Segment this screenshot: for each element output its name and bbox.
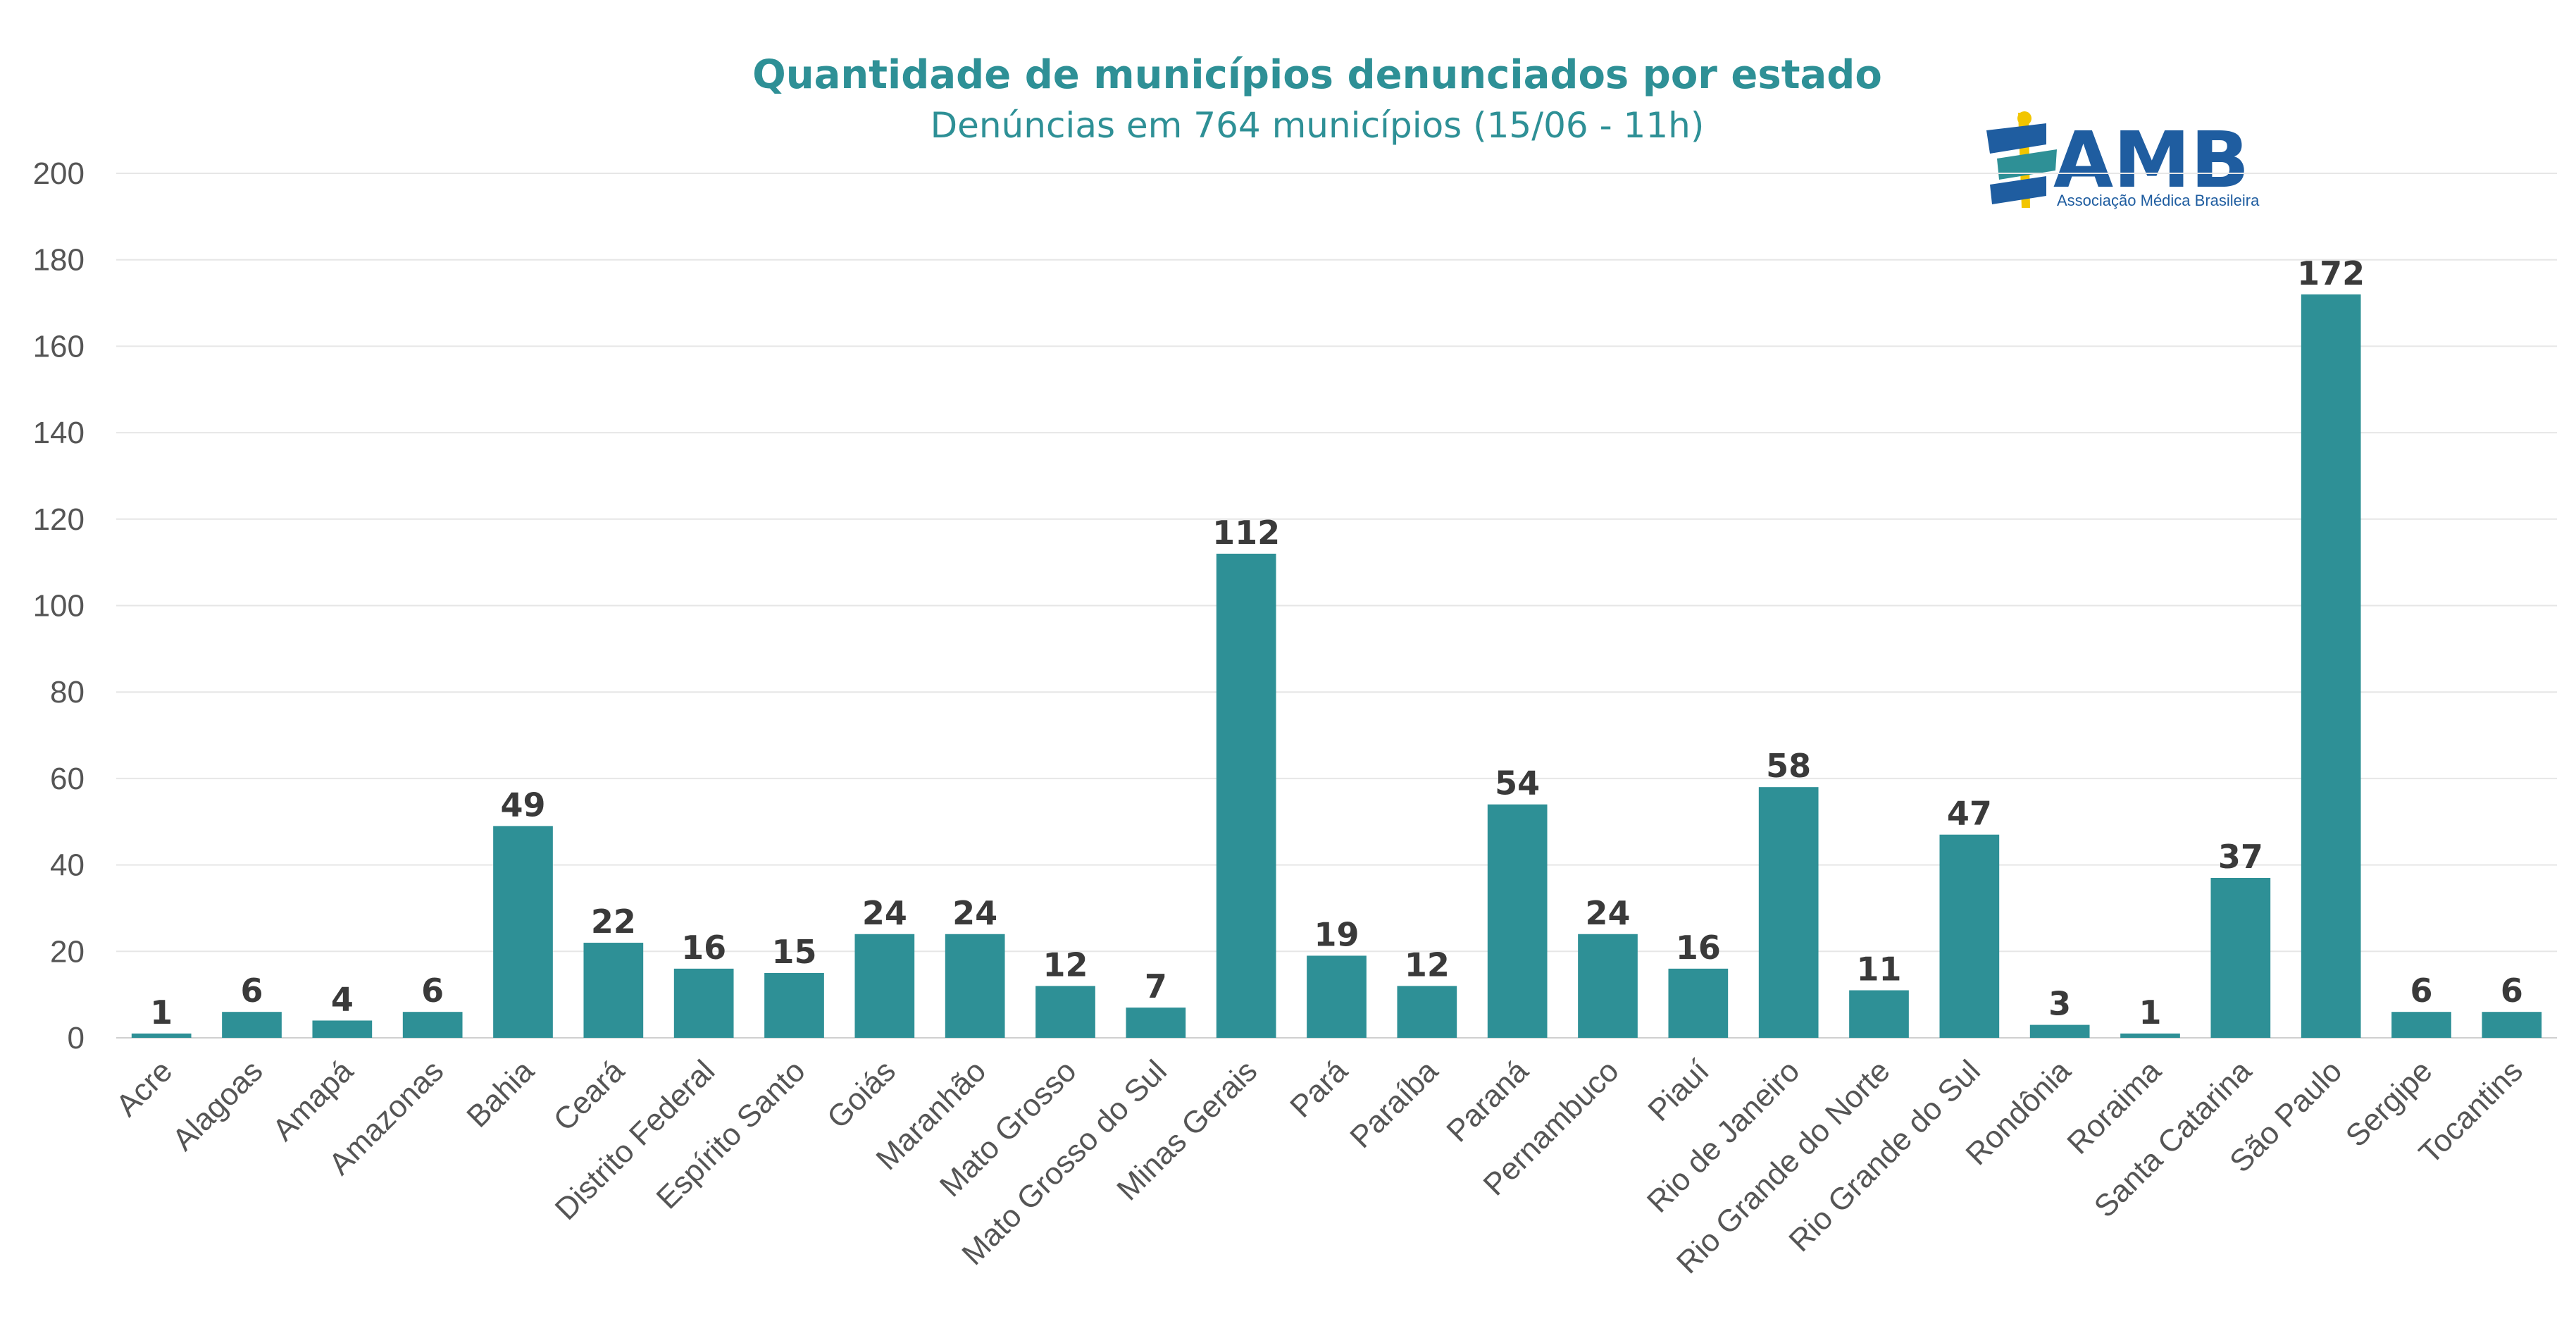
chart-title: Quantidade de municípios denunciados por… <box>752 52 1882 98</box>
y-tick-label: 60 <box>50 762 85 796</box>
bar <box>1849 990 1909 1038</box>
data-label: 11 <box>1856 950 1901 989</box>
y-tick-label: 40 <box>50 848 85 883</box>
y-tick-label: 200 <box>33 156 85 191</box>
y-tick-label: 120 <box>33 502 85 537</box>
x-tick-label: Acre <box>110 1053 180 1123</box>
x-tick-label: Goiás <box>821 1053 902 1135</box>
bar <box>1487 804 1548 1038</box>
bar <box>2391 1012 2451 1038</box>
gridlines <box>116 173 2557 1039</box>
bar <box>1216 553 1276 1038</box>
data-label: 3 <box>2048 985 2071 1023</box>
data-label: 24 <box>1585 894 1630 932</box>
y-tick-label: 100 <box>33 589 85 624</box>
data-label: 37 <box>2218 838 2263 876</box>
data-label: 15 <box>771 933 816 971</box>
y-tick-label: 0 <box>68 1021 85 1055</box>
amb-logo: AMB Associação Médica Brasileira <box>1986 111 2260 209</box>
bar <box>1307 955 1367 1038</box>
data-label: 4 <box>331 980 354 1018</box>
x-tick-label: Distrito Federal <box>549 1053 722 1227</box>
y-tick-label: 140 <box>33 416 85 450</box>
data-label: 172 <box>2297 254 2365 292</box>
caduceus-flag-icon <box>1986 111 2057 208</box>
bar <box>764 972 824 1038</box>
bar <box>2482 1012 2542 1038</box>
data-label: 24 <box>862 894 907 932</box>
y-tick-label: 180 <box>33 243 85 278</box>
data-label: 1 <box>2139 993 2161 1031</box>
bar <box>2029 1024 2090 1038</box>
x-tick-label: Ceará <box>547 1053 632 1138</box>
bar <box>945 934 1005 1038</box>
data-label: 16 <box>1676 929 1721 967</box>
bar <box>1578 934 1638 1038</box>
bar <box>854 934 915 1038</box>
chart-subtitle: Denúncias em 764 municípios (15/06 - 11h… <box>931 105 1705 146</box>
bar <box>312 1020 373 1038</box>
data-label: 58 <box>1766 747 1811 785</box>
data-label: 22 <box>591 903 636 941</box>
bar <box>1126 1008 1186 1038</box>
bar <box>2301 294 2361 1038</box>
x-tick-label: Bahia <box>460 1053 541 1134</box>
bar <box>583 943 644 1038</box>
x-tick-label: Paraíba <box>1343 1053 1445 1155</box>
data-label: 19 <box>1314 915 1359 953</box>
data-label: 12 <box>1043 946 1088 984</box>
bar <box>131 1033 192 1038</box>
bar <box>2120 1033 2180 1038</box>
bar <box>493 826 553 1038</box>
data-label: 7 <box>1145 967 1167 1005</box>
data-label: 12 <box>1405 946 1450 984</box>
bar <box>222 1012 282 1038</box>
bar <box>1397 986 1457 1038</box>
data-label: 6 <box>2410 972 2432 1010</box>
bar <box>402 1012 463 1038</box>
logo-tagline: Associação Médica Brasileira <box>2057 192 2260 209</box>
logo-name: AMB <box>2053 115 2249 205</box>
bar <box>1758 787 1819 1038</box>
data-label: 6 <box>2501 972 2523 1010</box>
bars <box>131 294 2542 1038</box>
x-tick-label: Rio de Janeiro <box>1641 1053 1806 1219</box>
x-tick-label: Santa Catarina <box>2088 1053 2259 1225</box>
data-label: 112 <box>1212 514 1280 552</box>
data-label: 49 <box>500 786 545 824</box>
data-label: 6 <box>240 972 263 1010</box>
bar <box>2210 878 2271 1038</box>
bar <box>1668 968 1729 1038</box>
y-tick-label: 80 <box>50 675 85 710</box>
y-axis: 0 20 40 60 80 100 120 140 160 180 200 <box>33 156 85 1055</box>
x-tick-label: Piauí <box>1641 1053 1716 1128</box>
data-label: 16 <box>681 929 726 967</box>
data-label: 6 <box>421 972 444 1010</box>
data-label: 1 <box>150 993 173 1031</box>
x-tick-label: Alagoas <box>166 1053 269 1157</box>
bar <box>673 968 734 1038</box>
y-tick-label: 20 <box>50 934 85 969</box>
data-label: 54 <box>1495 764 1540 803</box>
x-tick-label: Pará <box>1283 1053 1355 1124</box>
y-tick-label: 160 <box>33 329 85 364</box>
data-label: 47 <box>1947 795 1992 833</box>
data-label: 24 <box>952 894 997 932</box>
bar <box>1939 834 2000 1038</box>
bar <box>1035 986 1095 1038</box>
